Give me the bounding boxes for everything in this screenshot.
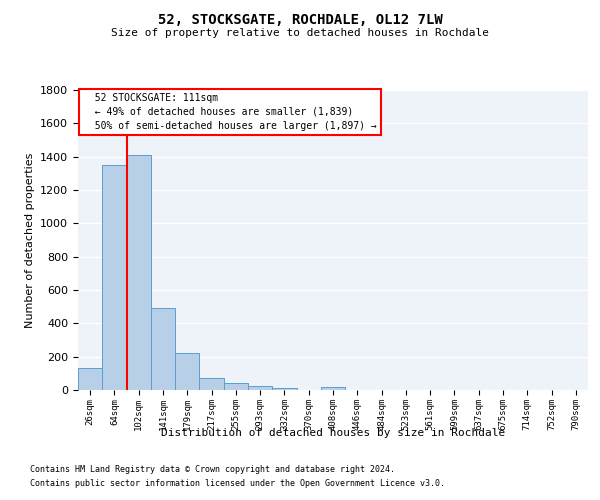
Bar: [321, 386, 345, 390]
Bar: [78, 368, 102, 390]
Bar: [199, 378, 224, 390]
Bar: [175, 352, 199, 390]
Y-axis label: Number of detached properties: Number of detached properties: [25, 152, 35, 328]
Text: 52 STOCKSGATE: 111sqm
  ← 49% of detached houses are smaller (1,839)
  50% of se: 52 STOCKSGATE: 111sqm ← 49% of detached …: [83, 93, 377, 131]
Text: Size of property relative to detached houses in Rochdale: Size of property relative to detached ho…: [111, 28, 489, 38]
Text: 52, STOCKSGATE, ROCHDALE, OL12 7LW: 52, STOCKSGATE, ROCHDALE, OL12 7LW: [158, 12, 442, 26]
Bar: [102, 165, 127, 390]
Text: Contains public sector information licensed under the Open Government Licence v3: Contains public sector information licen…: [30, 479, 445, 488]
Bar: [151, 308, 175, 390]
Text: Distribution of detached houses by size in Rochdale: Distribution of detached houses by size …: [161, 428, 505, 438]
Text: Contains HM Land Registry data © Crown copyright and database right 2024.: Contains HM Land Registry data © Crown c…: [30, 466, 395, 474]
Bar: [248, 386, 272, 390]
Bar: [127, 155, 151, 390]
Bar: [272, 388, 296, 390]
Bar: [224, 382, 248, 390]
